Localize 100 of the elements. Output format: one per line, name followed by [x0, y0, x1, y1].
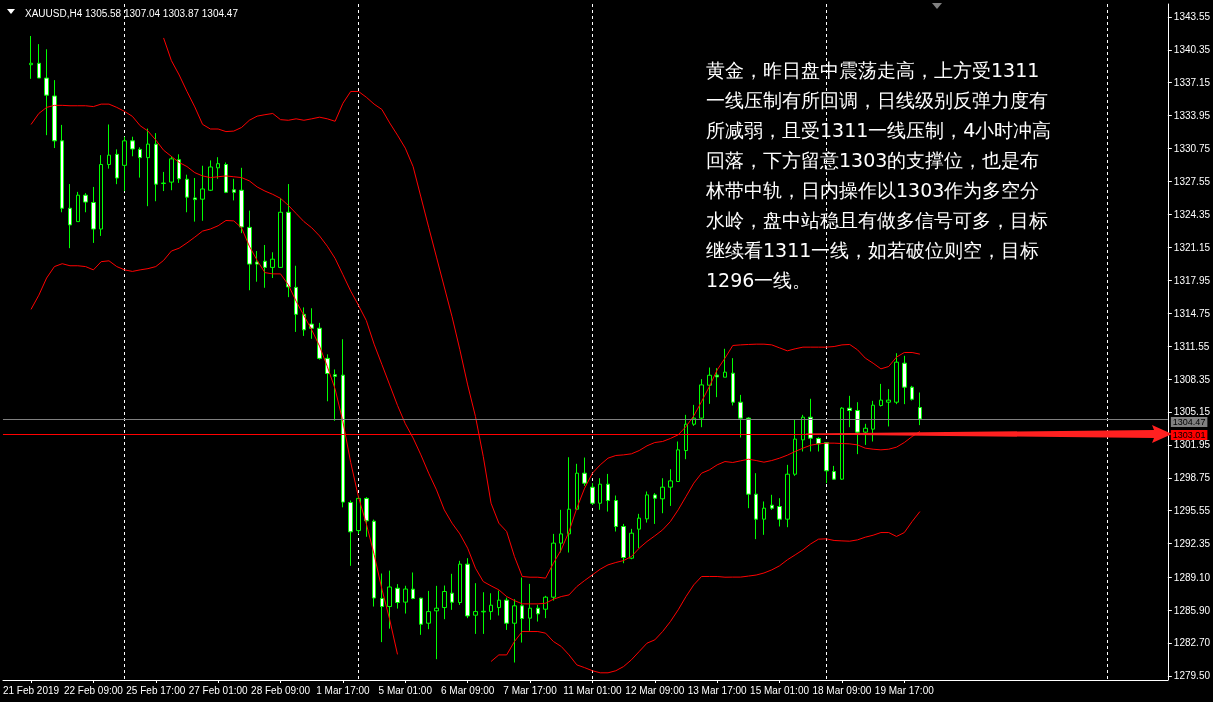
y-tick-label: 1295.55 — [1173, 505, 1211, 517]
ref-line-label: 1303.01 — [1172, 429, 1206, 440]
candlestick — [871, 400, 875, 442]
candlestick — [60, 124, 64, 213]
candlestick — [224, 161, 228, 194]
candlestick — [122, 136, 127, 192]
candlestick — [364, 496, 369, 538]
candlestick — [684, 414, 688, 460]
candlestick — [621, 523, 626, 564]
candlestick — [29, 35, 33, 80]
candlestick — [660, 477, 665, 514]
candlestick — [886, 388, 891, 427]
candlestick — [208, 159, 213, 192]
candlestick — [497, 590, 501, 616]
y-tick-label: 1314.75 — [1173, 307, 1211, 319]
candlestick — [512, 598, 517, 664]
candlestick — [68, 183, 72, 249]
chart-title: XAUUSD,H4 1305.58 1307.04 1303.87 1304.47 — [25, 7, 239, 19]
candlestick — [458, 560, 462, 606]
y-tick-label: 1292.35 — [1173, 538, 1211, 550]
candlestick — [762, 500, 766, 536]
candlestick — [520, 577, 524, 644]
candlestick — [863, 423, 868, 446]
candlestick — [411, 571, 415, 600]
candlestick — [504, 597, 509, 631]
candlestick — [395, 583, 400, 610]
y-tick-label: 1308.35 — [1173, 373, 1211, 385]
x-tick-label: 1 Mar 17:00 — [316, 684, 371, 696]
candlestick — [247, 210, 252, 291]
y-tick-label: 1285.90 — [1173, 604, 1211, 616]
candlestick — [746, 416, 751, 509]
candlestick — [177, 153, 181, 184]
candlestick — [770, 494, 774, 511]
candlestick — [614, 495, 618, 533]
candlestick — [894, 352, 899, 405]
candlestick — [450, 573, 454, 611]
candlestick — [294, 265, 298, 333]
candlestick — [434, 585, 439, 660]
candlestick — [567, 456, 571, 554]
candlestick — [910, 385, 914, 402]
candlestick — [99, 154, 103, 237]
candlestick — [793, 419, 797, 477]
x-tick-label: 18 Mar 09:00 — [812, 684, 872, 696]
candlestick — [333, 368, 337, 422]
x-tick-label: 7 Mar 17:00 — [503, 684, 558, 696]
candlestick — [575, 463, 579, 511]
candlestick — [200, 165, 205, 222]
candlestick — [426, 590, 431, 630]
candlestick — [91, 186, 96, 244]
candlestick — [263, 244, 267, 289]
y-tick-label: 1340.35 — [1173, 44, 1211, 56]
candlestick — [840, 406, 844, 481]
candlestick — [372, 519, 376, 608]
x-tick-label: 11 Mar 01:00 — [563, 684, 622, 696]
candlestick — [832, 465, 836, 481]
candlestick — [528, 583, 532, 632]
candlestick — [855, 401, 860, 455]
candlestick — [692, 404, 696, 427]
candlestick — [590, 482, 595, 506]
candlestick — [380, 573, 384, 643]
x-tick-label: 21 Feb 2019 — [2, 684, 60, 696]
candlestick — [582, 457, 587, 487]
candlestick — [879, 383, 883, 408]
x-tick-label: 13 Mar 17:00 — [687, 684, 748, 696]
candlestick — [232, 178, 236, 201]
candlestick — [785, 464, 790, 528]
y-tick-label: 1324.35 — [1173, 208, 1211, 220]
candlestick — [731, 357, 735, 406]
candlestick — [777, 497, 782, 527]
candlestick — [286, 183, 291, 298]
candlestick — [847, 395, 852, 428]
candlestick — [138, 146, 142, 179]
candlestick — [637, 513, 641, 549]
ref-line-label: 1304.47 — [1172, 416, 1206, 427]
candlestick — [707, 367, 712, 405]
y-tick-label: 1343.55 — [1173, 11, 1211, 23]
candlestick — [278, 197, 283, 269]
candlestick — [309, 307, 314, 340]
candlestick — [255, 250, 259, 283]
candlestick — [473, 582, 478, 635]
candlestick — [902, 355, 907, 405]
candlestick — [559, 509, 563, 554]
y-tick-label: 1282.70 — [1173, 637, 1211, 649]
candlestick — [723, 348, 727, 378]
candlestick — [37, 43, 41, 79]
candlestick — [115, 148, 119, 185]
candlestick — [543, 595, 548, 619]
x-tick-label: 12 Mar 09:00 — [625, 684, 685, 696]
candlestick — [668, 468, 673, 507]
candlestick — [403, 585, 408, 615]
candlestick — [130, 136, 135, 157]
candlestick — [489, 592, 493, 621]
x-tick-label: 15 Mar 01:00 — [750, 684, 810, 696]
candlestick — [801, 414, 805, 452]
candlestick — [169, 155, 174, 191]
y-tick-label: 1330.75 — [1173, 143, 1211, 155]
candlestick — [598, 477, 602, 511]
candlestick — [76, 191, 80, 223]
candlestick — [341, 338, 345, 508]
candlestick — [676, 441, 680, 483]
